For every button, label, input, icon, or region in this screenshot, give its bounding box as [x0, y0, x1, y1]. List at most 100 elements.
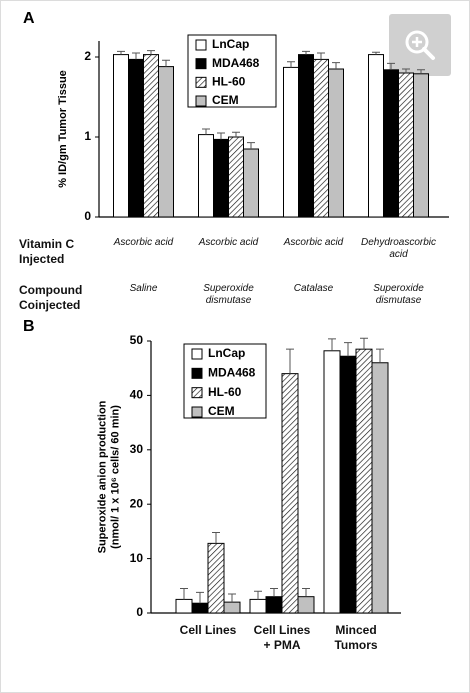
error-bar: [372, 51, 380, 55]
bar: [249, 598, 267, 614]
legend-box: [183, 343, 267, 419]
y-tick-label: 0: [136, 605, 143, 619]
bar: [371, 362, 389, 614]
coinjected-label: Saline: [129, 283, 158, 294]
legend-label: MDA468: [208, 366, 256, 380]
error-bar: [344, 342, 352, 357]
legend-swatch: [191, 387, 203, 399]
y-tick-label: 1: [84, 129, 91, 143]
legend-label: CEM: [208, 404, 235, 418]
error-bar: [202, 128, 210, 135]
y-tick-label: 30: [130, 442, 144, 456]
bar: [355, 348, 373, 614]
error-bar: [302, 50, 310, 55]
y-tick-label: 10: [130, 551, 144, 565]
bar: [313, 58, 329, 218]
bar: [323, 350, 341, 614]
bar: [228, 136, 244, 218]
legend-swatch: [191, 406, 203, 418]
y-tick-label: 50: [130, 333, 144, 347]
x-tick-label: Ascorbic acid: [113, 237, 174, 248]
error-bar: [228, 593, 236, 603]
legend-label: CEM: [212, 93, 239, 107]
x-tick-label: Minced Tumors: [334, 623, 378, 652]
y-tick-label: 0: [84, 209, 91, 223]
y-axis-label: Superoxide anion production: [96, 400, 108, 553]
legend-label: LnCap: [212, 37, 249, 51]
legend-label: LnCap: [208, 346, 245, 360]
bar: [143, 54, 159, 218]
error-bar: [302, 588, 310, 597]
error-bar: [247, 142, 255, 149]
bar: [175, 598, 193, 614]
error-bar: [196, 591, 204, 604]
y-tick-label: 20: [130, 496, 144, 510]
bar: [281, 373, 299, 614]
y-axis-label: (nmol/ 1 x 10⁶ cells/ 60 min): [109, 405, 121, 549]
bar: [128, 58, 144, 218]
error-bar: [317, 52, 325, 60]
bar: [328, 68, 344, 218]
legend-box: [187, 34, 277, 108]
bar: [265, 596, 283, 614]
x-tick-label: Dehydroascorbic acid: [360, 237, 437, 260]
x-tick-label: Cell Lines: [179, 623, 237, 637]
bar: [413, 73, 429, 218]
legend-label: HL-60: [212, 75, 246, 89]
bar: [398, 72, 414, 218]
coinjected-label: Superoxide dismutase: [373, 283, 424, 306]
bar: [213, 138, 229, 218]
coinjected-label: Superoxide dismutase: [203, 283, 254, 306]
error-bar: [132, 52, 140, 60]
x-tick-label: Cell Lines + PMA: [253, 623, 311, 652]
error-bar: [180, 588, 188, 600]
error-bar: [328, 338, 336, 351]
error-bar: [117, 50, 125, 55]
bar: [383, 69, 399, 218]
bar: [368, 54, 384, 218]
bar: [283, 66, 299, 218]
error-bar: [270, 588, 278, 597]
x-tick-label: Ascorbic acid: [283, 237, 344, 248]
error-bar: [212, 531, 220, 544]
y-tick-label: 40: [130, 388, 144, 402]
legend-swatch: [195, 39, 207, 51]
legend-swatch: [195, 58, 207, 70]
error-bar: [287, 61, 295, 68]
error-bar: [376, 348, 384, 363]
legend-swatch: [191, 348, 203, 360]
bar: [243, 148, 259, 218]
legend-swatch: [195, 95, 207, 107]
x-tick-label: Ascorbic acid: [198, 237, 259, 248]
error-bar: [286, 348, 294, 374]
error-bar: [147, 50, 155, 55]
bar: [207, 542, 225, 614]
bar: [339, 355, 357, 614]
zoom-button[interactable]: [389, 14, 451, 76]
error-bar: [162, 59, 170, 67]
coinjected-label: Catalase: [293, 283, 334, 294]
error-bar: [360, 337, 368, 350]
row-label: Vitamin C Injected: [19, 237, 75, 266]
bar: [191, 602, 209, 614]
error-bar: [254, 590, 262, 600]
bar: [223, 601, 241, 614]
error-bar: [402, 68, 410, 73]
bar: [158, 66, 174, 218]
error-bar: [332, 62, 340, 69]
y-tick-label: 2: [84, 49, 91, 63]
bar: [113, 54, 129, 218]
legend-swatch: [195, 76, 207, 88]
panel-label: A: [23, 10, 35, 27]
legend-label: HL-60: [208, 385, 242, 399]
error-bar: [417, 69, 425, 74]
panel-label: B: [23, 318, 35, 335]
error-bar: [387, 62, 395, 70]
bar: [198, 134, 214, 218]
y-axis-label: % ID/gm Tumor Tissue: [57, 70, 69, 188]
error-bar: [232, 131, 240, 137]
row-label: Compound Coinjected: [19, 283, 83, 312]
bar: [297, 596, 315, 614]
